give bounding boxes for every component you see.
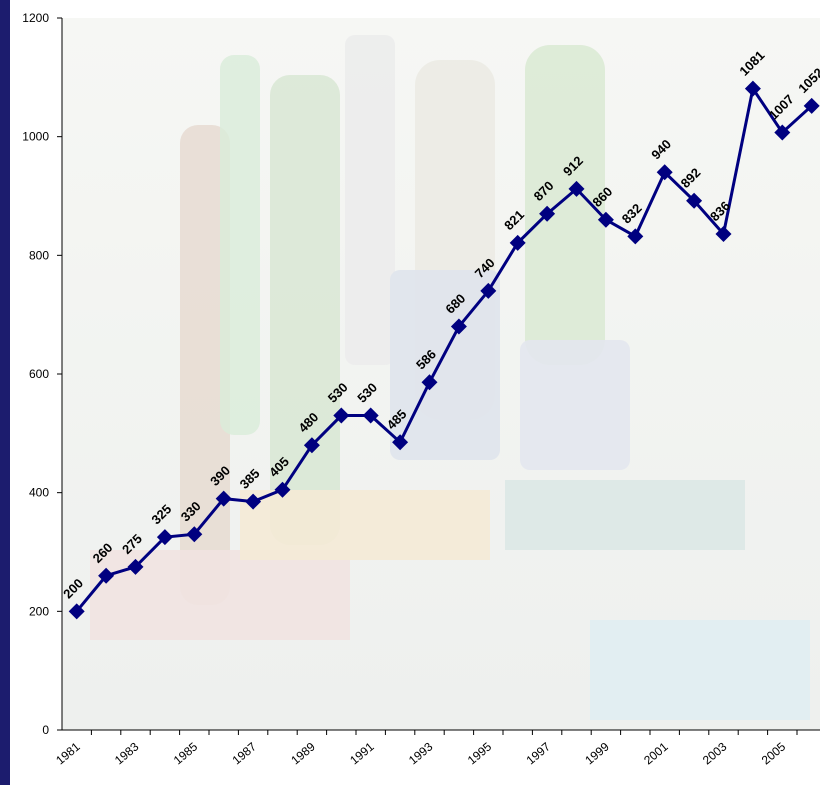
marker [744, 80, 761, 97]
marker [98, 567, 115, 584]
y-tick-label: 0 [42, 723, 49, 737]
y-tick-label: 200 [29, 604, 49, 618]
marker [568, 180, 585, 197]
marker [480, 282, 497, 299]
x-tick-label: 1991 [347, 739, 377, 767]
y-tick-label: 600 [29, 367, 49, 381]
x-tick-label: 1983 [112, 739, 142, 767]
marker [392, 434, 409, 451]
x-tick-label: 1993 [406, 739, 436, 767]
y-tick-label: 400 [29, 486, 49, 500]
x-tick-label: 1989 [288, 739, 318, 767]
marker [803, 97, 820, 114]
marker [186, 526, 203, 543]
marker [333, 407, 350, 424]
marker [509, 234, 526, 251]
x-tick-label: 2003 [700, 739, 730, 767]
x-tick-label: 1981 [53, 739, 83, 767]
y-tick-label: 800 [29, 248, 49, 262]
marker [656, 164, 673, 181]
marker [686, 192, 703, 209]
line [75, 84, 813, 613]
marker [715, 225, 732, 242]
marker [450, 318, 467, 335]
x-tick-label: 1995 [465, 739, 495, 767]
x-tick-label: 1985 [171, 739, 201, 767]
marker [156, 529, 173, 546]
x-tick-label: 2001 [641, 739, 671, 767]
marker [68, 603, 85, 620]
side-strip [0, 0, 10, 785]
x-tick-label: 2005 [759, 739, 789, 767]
x-tick-label: 1997 [524, 739, 554, 767]
marker [774, 124, 791, 141]
marker [127, 558, 144, 575]
marker [627, 228, 644, 245]
x-tick-label: 1999 [582, 739, 612, 767]
x-tick-label: 1987 [230, 739, 260, 767]
marker [421, 374, 438, 391]
y-tick-label: 1200 [22, 11, 49, 25]
marker [303, 437, 320, 454]
marker [245, 493, 262, 510]
marker [274, 481, 291, 498]
marker [362, 407, 379, 424]
background-photo [62, 18, 820, 730]
marker [597, 211, 614, 228]
y-tick-label: 1000 [22, 130, 49, 144]
marker [539, 205, 556, 222]
marker [215, 490, 232, 507]
